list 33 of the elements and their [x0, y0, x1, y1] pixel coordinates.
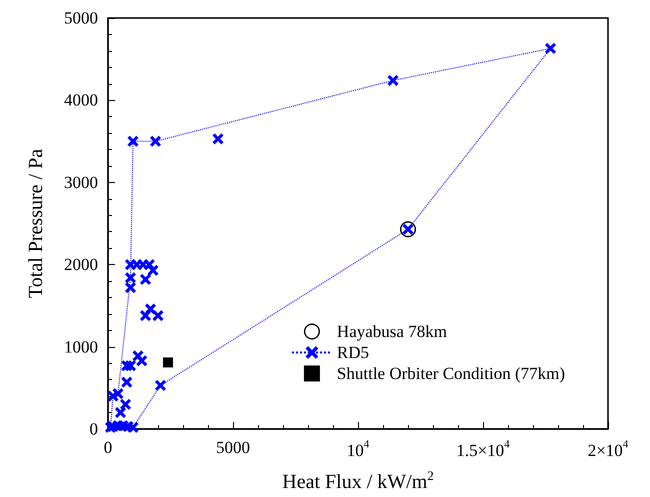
- point: [125, 272, 136, 284]
- point: [212, 133, 224, 144]
- y-tick-label: 2000: [64, 255, 98, 274]
- legend-label: RD5: [336, 343, 370, 362]
- point: [121, 376, 132, 388]
- point: [115, 407, 126, 418]
- point: [150, 136, 161, 147]
- y-tick-label: 1000: [64, 337, 98, 356]
- point: [155, 380, 166, 391]
- y-tick-label: 3000: [64, 172, 98, 192]
- point: [545, 42, 556, 54]
- point: [120, 398, 131, 410]
- point: [121, 360, 132, 372]
- point: [122, 421, 134, 432]
- y-tick-label: 0: [90, 420, 98, 438]
- legend-label: Hayabusa 78km: [336, 322, 447, 341]
- point: [140, 310, 151, 322]
- point: [140, 274, 151, 285]
- point: [163, 357, 173, 368]
- point: [125, 282, 136, 294]
- point: [125, 259, 136, 270]
- point: [148, 264, 158, 276]
- point: [152, 310, 164, 322]
- y-tick-label: 4000: [64, 90, 98, 110]
- point: [388, 74, 398, 86]
- point: [108, 390, 118, 402]
- y-axis-title: Total Pressure / Pa: [25, 148, 47, 298]
- legend-label: Shuttle Orbiter Condition (77km): [336, 364, 566, 383]
- point: [128, 136, 138, 147]
- point: [136, 355, 148, 366]
- x-tick-label: 0: [104, 438, 112, 457]
- y-tick-label: 5000: [64, 8, 98, 28]
- x-tick-label: 5000: [216, 438, 250, 457]
